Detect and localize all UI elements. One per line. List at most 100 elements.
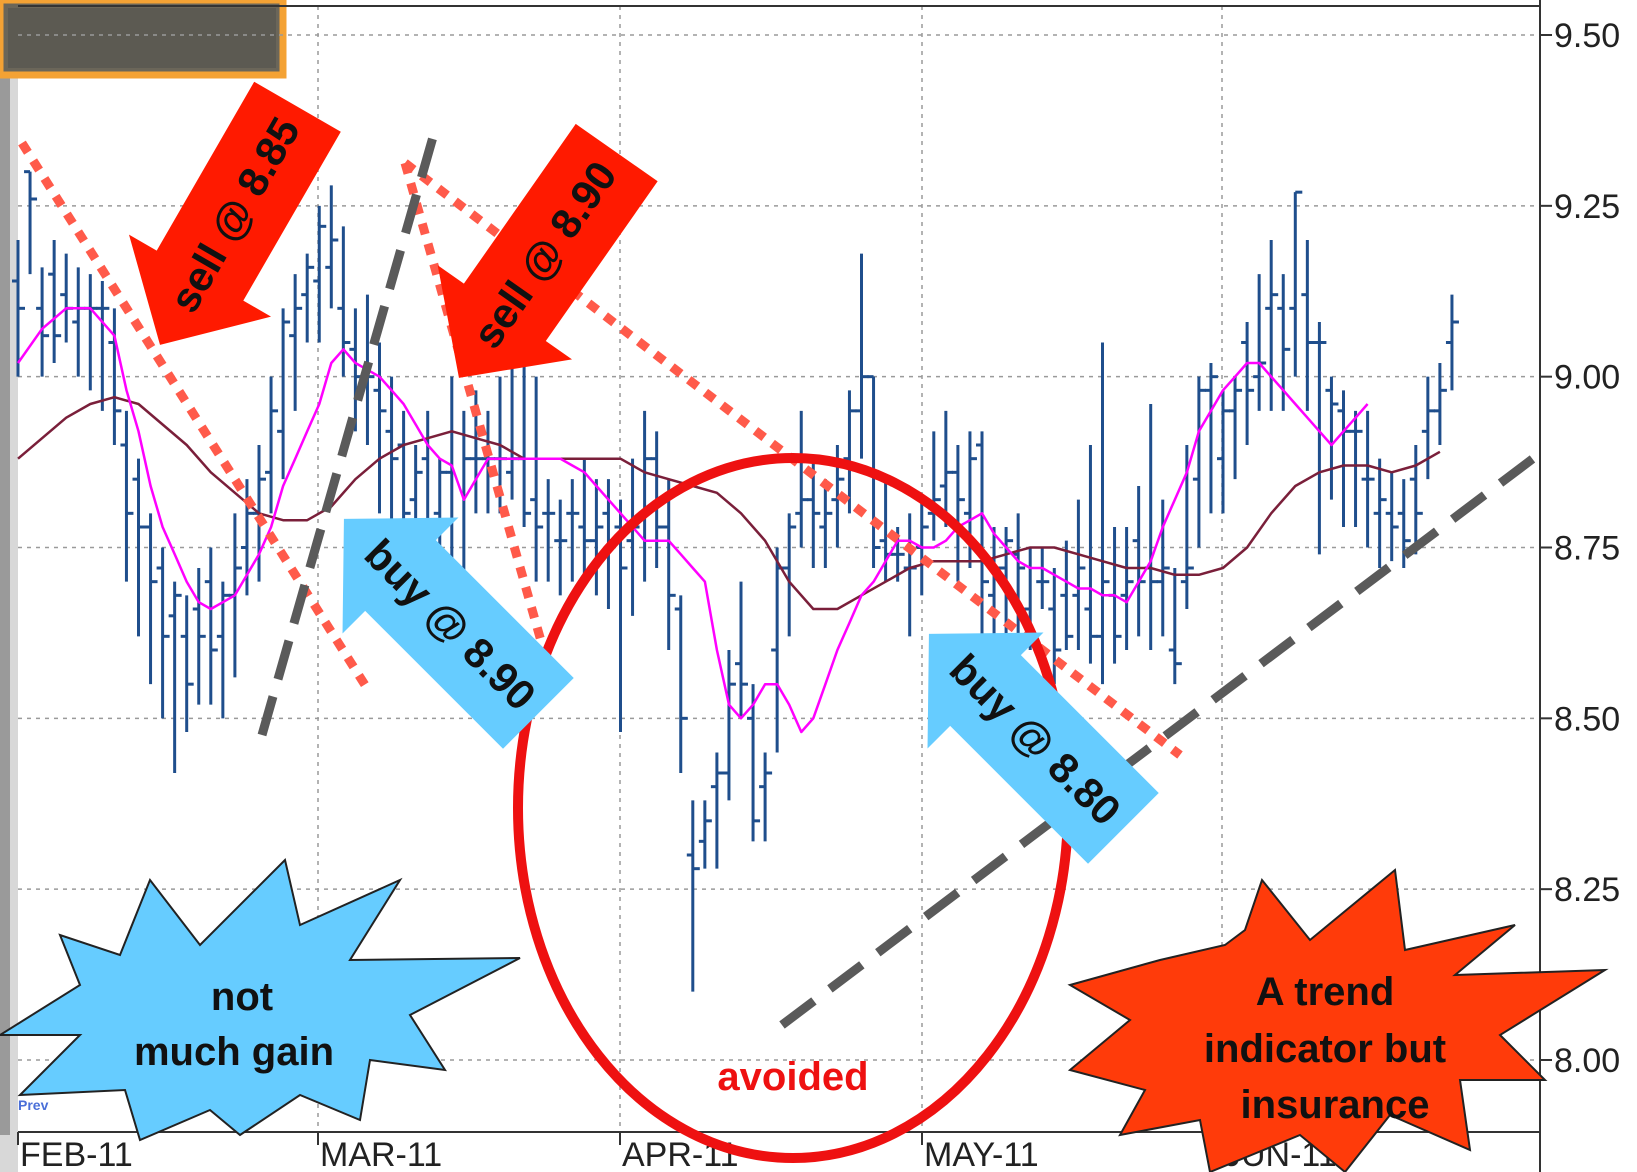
price-tick-label: 8.75 [1554,530,1620,568]
price-bar [686,800,700,992]
price-bar [578,458,592,582]
avoided-label: avoided [717,1055,868,1099]
fast-moving-average-line [16,307,1369,734]
price-bar [976,431,989,650]
price-bar [1132,486,1146,637]
price-bar [662,479,676,650]
price-bar [566,479,580,582]
price-bar [771,547,785,753]
price-bar [1421,376,1435,480]
price-tick-label: 8.25 [1554,871,1620,909]
price-bar [807,458,821,568]
price-bar [180,595,194,732]
avoided-circle [513,453,1073,1163]
price-bar [132,458,146,637]
sell-arrow-2-shape [437,123,658,378]
price-bar [1337,390,1351,527]
price-bar [722,650,736,801]
price-tick-label: 9.50 [1554,17,1620,55]
price-bar [855,253,869,459]
price-bar [988,527,1002,650]
price-bar [156,547,170,719]
price-tick-label: 8.50 [1554,700,1620,738]
price-bar [373,342,387,514]
price-bar [698,800,712,869]
price-bar [192,568,206,705]
price-bar [1373,458,1387,568]
price-bar [759,752,773,842]
support-line-2 [779,444,1550,1029]
price-bar [301,253,315,343]
price-bar [204,547,218,705]
price-bar [48,240,62,363]
burst-right-line2: indicator but [1204,1027,1446,1071]
sell-arrow-1-shape [128,81,341,345]
price-bar [1120,527,1134,650]
price-bar [1072,499,1086,650]
price-tick-label: 9.25 [1554,188,1620,226]
price-bar [216,581,230,719]
price-bar [1313,322,1327,555]
price-bar [939,410,953,527]
price-bar [626,458,640,616]
price-bar [325,185,339,309]
price-bar [289,274,303,411]
price-bar [1265,240,1279,411]
price-bar [12,240,25,377]
price-bar [903,513,917,637]
burst-left-line1: not [211,975,273,1019]
thumbnail-image [8,8,276,68]
price-bar [168,581,182,773]
price-bar [337,226,351,377]
footer-small-label: Prev [18,1097,49,1113]
time-tick-label: FEB-11 [20,1136,133,1172]
price-bar [674,595,688,773]
price-bar [409,445,423,527]
buy-arrow-1-shape [342,517,574,749]
buy-arrow-2-shape [927,632,1159,864]
resistance-line-1 [18,140,369,688]
price-bar [710,752,724,869]
price-bar [36,267,50,377]
burst-left: not much gain [0,858,521,1142]
price-bar [1241,322,1255,445]
price-bar [1217,390,1230,514]
price-bar [1096,342,1110,685]
price-bar [1409,445,1423,555]
price-bar [108,308,122,445]
burst-right-line1: A trend [1256,970,1395,1014]
price-bar [1048,568,1062,685]
price-bar [1204,363,1218,514]
price-bar [1229,376,1243,480]
price-bar [927,431,941,541]
price-bar [60,253,74,343]
burst-right-shape [1067,868,1609,1172]
price-bar [313,205,327,343]
price-bar [240,479,254,596]
price-bar [96,281,110,411]
support-line-1 [257,128,440,737]
price-bar [542,479,556,582]
slow-moving-average-line [17,395,1441,611]
price-tick-label: 9.00 [1554,359,1620,397]
price-bar [144,513,158,685]
price-bar [951,445,965,582]
resistance-line-2 [400,161,550,657]
price-bar [638,410,652,582]
burst-right-line3: insurance [1241,1083,1430,1127]
price-bar [735,581,748,719]
price-tick-label: 8.00 [1554,1042,1620,1080]
burst-left-shape [0,858,521,1142]
sell-arrow-1: sell @ 8.85 [128,81,341,345]
price-bar [24,170,38,275]
left-scroll-edge [0,75,10,1135]
price-bar [1385,472,1399,562]
price-bar [819,479,833,568]
price-bar [554,499,568,596]
price-bar [747,684,761,842]
price-bar [84,274,98,391]
time-axis-ticks: FEB-11 MAR-11 APR-11 MAY-11 JUN-11 [17,1132,1337,1172]
price-bar [1301,240,1315,411]
